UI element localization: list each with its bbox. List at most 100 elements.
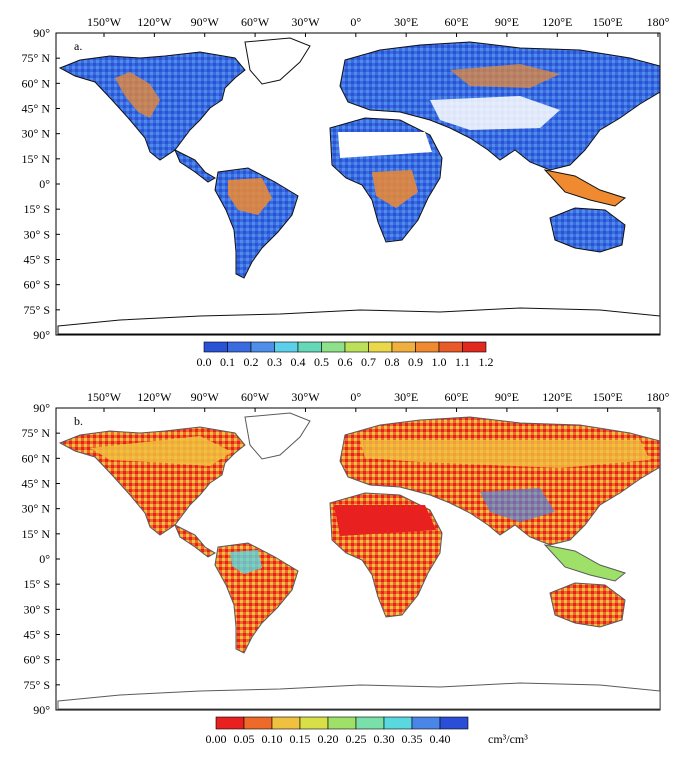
lat-tick-label: 90° [33, 328, 50, 342]
colorbar-label: 1.2 [479, 355, 494, 369]
colorbar-label: 0.25 [346, 732, 367, 746]
lon-ticks-a: 150°W 120°W 90°W 60°W 30°W 0° 30°E 60°E 90°E 120°… [87, 15, 670, 37]
greenland-b [244, 412, 311, 460]
colorbar-label: 0.00 [206, 732, 227, 746]
lon-tick-label: 150°W [87, 15, 122, 29]
lat-tick-label: 15° N [22, 152, 51, 166]
colorbar-swatch [227, 341, 252, 353]
lat-tick-label: 15° N [22, 527, 51, 541]
lon-tick-label: 120°W [137, 15, 172, 29]
colorbar-label: 1.0 [432, 355, 447, 369]
colorbar-label: 0.40 [430, 732, 451, 746]
lon-tick-label: 150°W [87, 390, 122, 404]
colorbar-swatch [243, 716, 273, 730]
lat-tick-label: 15° S [24, 577, 50, 591]
lon-tick-label: 60°E [444, 15, 468, 29]
na-orange-a [115, 72, 160, 118]
lon-tick-label: 30°W [291, 15, 320, 29]
colorbar-label: 0.1 [220, 355, 235, 369]
asia-blue-b [480, 488, 555, 522]
lon-ticks-b: 150°W 120°W 90°W 60°W 30°W 0° 30°E 60°E 90°E 120°… [87, 390, 670, 412]
canada-yellow-b [90, 436, 232, 466]
lat-tick-label: 75° N [22, 426, 51, 440]
lat-ticks-a: 90° 75° N 60° N 45° N 30° N 15° N 0° 15° S 30° S… [22, 26, 60, 342]
lon-tick-label: 90°E [495, 390, 519, 404]
lat-tick-label: 90° [33, 703, 50, 717]
colorbar-label: 0.4 [291, 355, 306, 369]
central-asia-a [430, 96, 560, 130]
colorbar-label: 0.6 [338, 355, 353, 369]
colorbar-label: 0.20 [318, 732, 339, 746]
lon-tick-label: 30°E [394, 390, 418, 404]
siberia-orange-a [450, 64, 560, 88]
colorbar-label: 0.5 [314, 355, 329, 369]
se-asia-a [543, 169, 627, 207]
colorbar-label: 0.35 [402, 732, 423, 746]
lon-tick-label: 30°W [291, 390, 320, 404]
lat-tick-label: 90° [33, 401, 50, 415]
antarctica-a [57, 307, 660, 335]
lat-tick-label: 45° N [22, 102, 51, 116]
lon-tick-label: 0° [350, 15, 361, 29]
colorbar-swatch [355, 716, 385, 730]
greenland-a [244, 37, 311, 85]
se-asia-b [543, 544, 627, 582]
lon-tick-label: 180° [647, 15, 670, 29]
amazon-cyan-b [230, 550, 262, 574]
africa-orange-a [372, 170, 418, 208]
lon-tick-label: 150°E [593, 390, 623, 404]
colorbar-swatch [297, 341, 322, 353]
colorbar-swatch [411, 716, 441, 730]
land-a [57, 37, 660, 335]
lon-tick-label: 60°W [241, 390, 270, 404]
siberia-yellow-b [360, 440, 650, 468]
colorbar-swatch [438, 341, 463, 353]
lon-tick-label: 120°E [542, 390, 572, 404]
colorbar-swatch [250, 341, 275, 353]
panel-label-a: a. [74, 39, 82, 53]
colorbar-swatch [344, 341, 369, 353]
colorbar-swatch [321, 341, 346, 353]
lat-tick-label: 60° S [24, 653, 50, 667]
lon-tick-label: 60°E [444, 390, 468, 404]
colorbar-label: 0.2 [244, 355, 259, 369]
sahara-a [338, 132, 432, 158]
colorbar-swatch [415, 341, 440, 353]
colorbar-swatch [271, 716, 301, 730]
panel-label-b: b. [74, 414, 83, 428]
lat-tick-label: 75° S [24, 678, 50, 692]
lat-tick-label: 15° S [24, 202, 50, 216]
lat-tick-label: 60° N [22, 451, 51, 465]
lon-tick-label: 60°W [241, 15, 270, 29]
lat-tick-label: 45° N [22, 477, 51, 491]
colorbar-swatch [203, 341, 228, 353]
colorbar-label: 1.1 [455, 355, 470, 369]
lon-tick-label: 120°W [137, 390, 172, 404]
lon-tick-label: 30°E [394, 15, 418, 29]
lat-tick-label: 30° S [24, 602, 50, 616]
colorbar-label: 0.05 [234, 732, 255, 746]
colorbar-swatch [274, 341, 299, 353]
lon-tick-label: 150°E [593, 15, 623, 29]
south-america-b [214, 542, 299, 654]
colorbar-label: 0.15 [290, 732, 311, 746]
colorbar-b: 0.00 0.05 0.10 0.15 0.20 0.25 0.30 0.35 0.40 cm³/… [206, 716, 528, 746]
lat-tick-label: 45° S [24, 253, 50, 267]
lat-tick-label: 90° [33, 26, 50, 40]
colorbar-label: 0.3 [267, 355, 282, 369]
colorbar-label: 0.8 [385, 355, 400, 369]
colorbar-label: 0.7 [361, 355, 376, 369]
lat-tick-label: 0° [39, 552, 50, 566]
colorbar-label: 0.30 [374, 732, 395, 746]
lon-tick-label: 180° [647, 390, 670, 404]
lat-tick-label: 30° S [24, 227, 50, 241]
colorbar-swatch [299, 716, 329, 730]
colorbar-a: 0.0 0.1 0.2 0.3 0.4 0.5 0.6 0.7 0.8 0.9 1.0 1.1 1.2 [197, 341, 494, 369]
colorbar-label: 0.0 [197, 355, 212, 369]
lat-tick-label: 45° S [24, 628, 50, 642]
antarctica-b [57, 682, 660, 710]
central-america-b [174, 523, 216, 558]
colorbar-label: 0.9 [408, 355, 423, 369]
lon-tick-label: 90°W [191, 15, 220, 29]
